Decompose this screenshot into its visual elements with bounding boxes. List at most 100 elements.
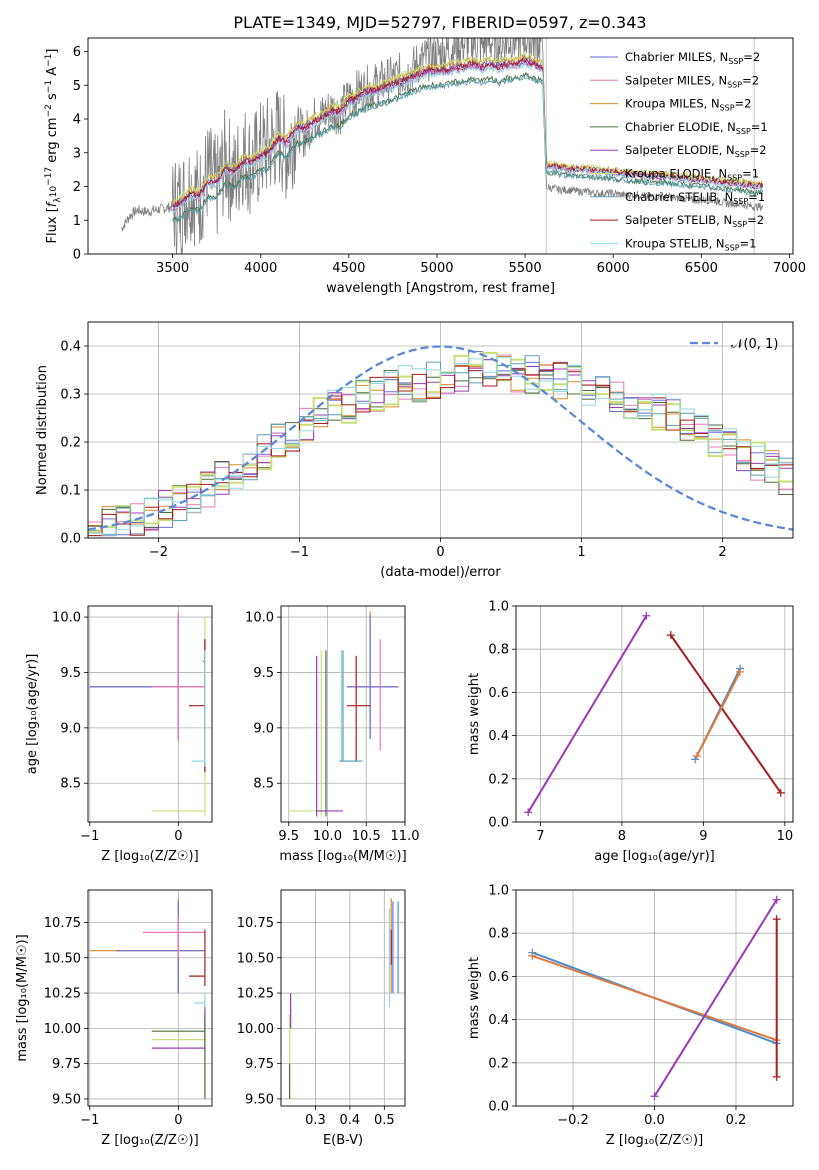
x-axis-label: Z [log₁₀(Z/Z☉)] xyxy=(101,849,198,864)
x-tick-label: 9.5 xyxy=(278,829,299,844)
y-tick-label: 10.0 xyxy=(245,611,274,626)
x-tick-label: 7000 xyxy=(773,261,806,276)
legend-subscript: SSP xyxy=(725,243,740,252)
y-label-part: Flux [ xyxy=(45,207,60,243)
grid-layer xyxy=(516,605,793,823)
legend-subscript: SSP xyxy=(727,174,742,183)
y-tick-label: 1.0 xyxy=(488,600,509,615)
legend-label-salpeter_stelib: Salpeter STELIB, NSSP=2 xyxy=(625,213,764,229)
legend-label-salpeter_miles: Salpeter MILES, NSSP=2 xyxy=(625,73,759,89)
y-label-part: −1 xyxy=(44,54,54,67)
series-marker-salpeter_stelib xyxy=(772,1072,781,1081)
x-tick-label: 0.3 xyxy=(305,1113,326,1128)
series-marker-line2 xyxy=(528,951,537,960)
legend-label-chabrier_stelib: Chabrier STELIB, NSSP=1 xyxy=(625,190,765,206)
x-tick-label: 5000 xyxy=(420,261,453,276)
series-marker-salpeter_stelib xyxy=(772,915,781,924)
y-tick-label: 2 xyxy=(73,180,81,195)
legend-subscript: SSP xyxy=(720,104,735,113)
x-tick-label: 0.4 xyxy=(340,1113,361,1128)
y-label-part: ] xyxy=(45,49,60,54)
x-tick-label: −1 xyxy=(80,829,99,844)
x-tick-label: 0 xyxy=(174,829,182,844)
grid-layer xyxy=(281,890,405,1106)
y-tick-label: 0.3 xyxy=(60,388,81,403)
plot-area xyxy=(89,898,206,1099)
series-line-salpeter_stelib xyxy=(669,634,782,794)
legend-subscript: SSP xyxy=(727,80,742,89)
y-tick-label: 10.75 xyxy=(44,916,81,931)
x-tick-label: −1 xyxy=(290,545,309,560)
axes-frame xyxy=(87,889,213,1107)
histogram-salpeter_stelib xyxy=(88,362,793,537)
y-tick-label: 0.4 xyxy=(488,1013,509,1028)
y-label-part: −2 xyxy=(44,104,54,117)
x-axis-label: age [log₁₀(age/yr)] xyxy=(594,849,715,864)
legend-label-kroupa_miles: Kroupa MILES, NSSP=2 xyxy=(625,97,751,113)
x-tick-label: 0.5 xyxy=(374,1113,395,1128)
normal-curve xyxy=(88,345,793,531)
legend-subscript: SSP xyxy=(732,220,747,229)
panel-mass-vs-ebv: 0.3 0.4 0.5 9.50 9.75 10.00 10.25 10.50 10.75 E(B… xyxy=(237,889,406,1148)
series-marker-salpeter_stelib xyxy=(776,788,785,797)
x-tick-label: 6000 xyxy=(597,261,630,276)
y-tick-label: 8.5 xyxy=(60,777,81,792)
y-tick-label: 5 xyxy=(73,79,81,94)
model-chabrier_stelib xyxy=(172,73,764,223)
y-axis-label: mass [log₁₀(M/M☉)] xyxy=(15,934,30,1061)
y-tick-label: 9.75 xyxy=(245,1057,274,1072)
grid-layer xyxy=(88,606,212,822)
observed-spectrum xyxy=(121,38,764,254)
series-line-line2 xyxy=(531,954,778,1042)
series-line-line2 xyxy=(696,671,741,757)
y-tick-label: 10.50 xyxy=(44,951,81,966)
series-marker-line2 xyxy=(736,667,745,676)
x-tick-label: 3500 xyxy=(156,261,189,276)
y-axis-label: age [log₁₀(age/yr)] xyxy=(25,654,40,775)
axes-frame xyxy=(87,605,213,823)
x-tick-label: 0 xyxy=(436,545,444,560)
legend-label-salpeter_elodie: Salpeter ELODIE, NSSP=2 xyxy=(625,143,767,159)
y-tick-label: 0.4 xyxy=(488,729,509,744)
x-tick-label: 9 xyxy=(699,829,707,844)
plot-area xyxy=(289,898,399,1099)
legend-subscript: SSP xyxy=(735,150,750,159)
y-label-part: f xyxy=(45,200,60,207)
legend-label-kroupa_elodie: Kroupa ELODIE, NSSP=1 xyxy=(625,167,759,183)
y-tick-label: 0.2 xyxy=(60,436,81,451)
x-tick-label: 4500 xyxy=(332,261,365,276)
y-axis-label: mass weight xyxy=(467,957,482,1039)
y-tick-label: 6 xyxy=(73,45,81,60)
plot-area xyxy=(89,611,206,817)
histogram-kroupa_stelib xyxy=(88,356,793,536)
y-tick-label: 9.5 xyxy=(60,666,81,681)
x-axis-label: mass [log₁₀(M/M☉)] xyxy=(279,849,406,864)
y-label-part: erg cm xyxy=(45,117,60,166)
y-tick-label: 0.0 xyxy=(488,816,509,831)
x-tick-label: −0.2 xyxy=(557,1113,589,1128)
y-tick-label: 10.0 xyxy=(52,611,81,626)
y-tick-label: 10.75 xyxy=(237,916,274,931)
y-tick-label: 9.0 xyxy=(253,721,274,736)
grid-layer xyxy=(88,890,212,1106)
panel-spectrum: 3500 4000 4500 5000 5500 6000 6500 7000 0 1 2 3 4 5 6 w… xyxy=(44,37,806,296)
y-tick-label: 0.0 xyxy=(488,1100,509,1115)
x-tick-label: 1 xyxy=(577,545,585,560)
x-tick-label: 10 xyxy=(777,829,794,844)
series-marker-line2 xyxy=(692,752,701,761)
y-tick-label: 9.50 xyxy=(245,1092,274,1107)
x-tick-label: 5500 xyxy=(509,261,542,276)
legend-tail: =2 xyxy=(747,213,764,227)
y-label-part: λ xyxy=(53,197,63,203)
y-tick-label: 0.0 xyxy=(60,532,81,547)
y-tick-label: 0.2 xyxy=(488,772,509,787)
series-marker-line3 xyxy=(642,611,651,620)
legend-tail: =1 xyxy=(751,120,768,134)
y-label-part: 10 xyxy=(49,186,59,198)
y-tick-label: 9.5 xyxy=(253,666,274,681)
model-salpeter_stelib xyxy=(172,57,764,208)
plot-area xyxy=(121,38,764,254)
y-tick-label: 0 xyxy=(73,248,81,263)
legend-tail: =2 xyxy=(735,97,752,111)
legend-label-chabrier_miles: Chabrier MILES, NSSP=2 xyxy=(625,50,760,66)
